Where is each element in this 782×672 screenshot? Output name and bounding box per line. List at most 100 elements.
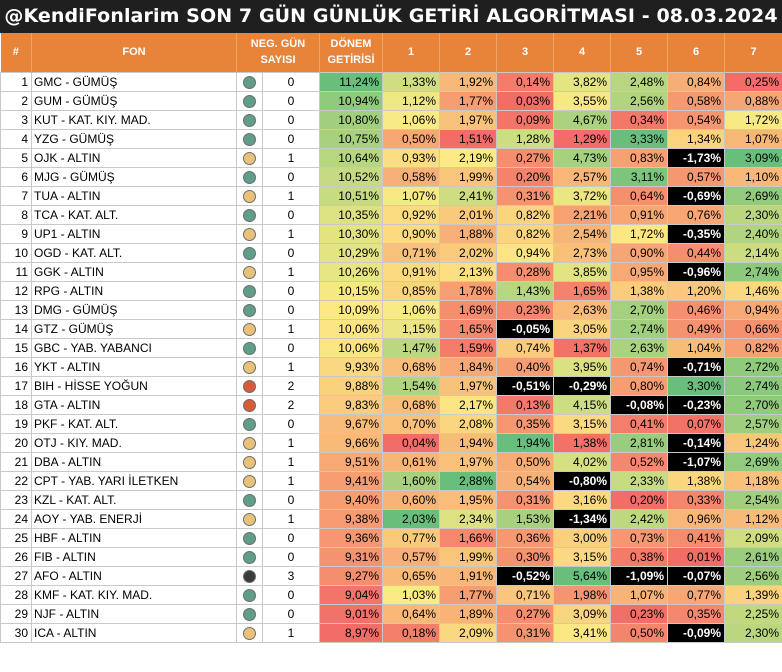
daily-return-day-6: 0,35% xyxy=(667,603,725,624)
table-row: 7 TUA - ALTIN 1 10,51% 1,07% 2,41% 0,31% 3,72% 0… xyxy=(0,185,782,206)
daily-return-day-5: 0,64% xyxy=(610,185,668,206)
daily-return-day-3: 0,30% xyxy=(496,546,554,567)
neg-day-count: 2 xyxy=(262,375,320,396)
daily-return-day-4: 2,54% xyxy=(553,223,611,244)
daily-return-day-3: 0,94% xyxy=(496,242,554,263)
daily-return-day-3: 0,71% xyxy=(496,584,554,605)
row-index: 14 xyxy=(0,318,32,339)
daily-return-day-6: 0,84% xyxy=(667,71,725,92)
row-index: 27 xyxy=(0,565,32,586)
fund-name: GBC - YAB. YABANCI xyxy=(31,337,237,358)
table-row: 19 PKF - KAT. ALT. 0 9,67% 0,70% 2,08% 0,35% 3,… xyxy=(0,413,782,434)
neg-day-indicator-cell xyxy=(236,166,263,187)
row-index: 5 xyxy=(0,147,32,168)
period-return: 10,80% xyxy=(319,109,383,130)
daily-return-day-6: -0,09% xyxy=(667,622,725,643)
returns-table: # FON NEG. GÜN SAYISI DÖNEM GETİRİSİ 1 2… xyxy=(0,33,782,643)
neg-day-count: 0 xyxy=(262,242,320,263)
col-header-index: # xyxy=(0,33,32,72)
daily-return-day-7: 2,14% xyxy=(724,242,782,263)
daily-return-day-3: 1,43% xyxy=(496,280,554,301)
period-return: 10,06% xyxy=(319,318,383,339)
daily-return-day-1: 0,71% xyxy=(382,242,440,263)
daily-return-day-4: 3,82% xyxy=(553,71,611,92)
table-row: 18 GTA - ALTIN 2 9,83% 0,68% 2,17% 0,13% 4,15% -… xyxy=(0,394,782,415)
neg-day-indicator-cell xyxy=(236,223,263,244)
neg-day-indicator-cell xyxy=(236,584,263,605)
period-return: 9,93% xyxy=(319,356,383,377)
daily-return-day-3: 0,54% xyxy=(496,470,554,491)
status-dot-icon xyxy=(243,493,256,507)
daily-return-day-2: 2,19% xyxy=(439,147,497,168)
status-dot-icon xyxy=(243,322,256,336)
neg-day-count: 0 xyxy=(262,337,320,358)
daily-return-day-7: 2,69% xyxy=(724,185,782,206)
table-row: 28 KMF - KAT. KIY. MAD. 0 9,04% 1,03% 1,77% 0,… xyxy=(0,584,782,605)
daily-return-day-4: 3,95% xyxy=(553,356,611,377)
daily-return-day-5: 0,83% xyxy=(610,147,668,168)
status-dot-icon xyxy=(243,436,256,450)
row-index: 1 xyxy=(0,71,32,92)
daily-return-day-5: 0,91% xyxy=(610,204,668,225)
daily-return-day-6: 0,33% xyxy=(667,489,725,510)
col-header-day-3: 3 xyxy=(496,33,554,72)
daily-return-day-2: 1,78% xyxy=(439,280,497,301)
neg-day-count: 1 xyxy=(262,261,320,282)
daily-return-day-4: -0,29% xyxy=(553,375,611,396)
daily-return-day-2: 1,51% xyxy=(439,128,497,149)
neg-day-count: 0 xyxy=(262,280,320,301)
status-dot-icon xyxy=(243,379,256,393)
daily-return-day-4: -1,34% xyxy=(553,508,611,529)
row-index: 22 xyxy=(0,470,32,491)
row-index: 6 xyxy=(0,166,32,187)
daily-return-day-3: 0,82% xyxy=(496,223,554,244)
fund-name: KMF - KAT. KIY. MAD. xyxy=(31,584,237,605)
row-index: 25 xyxy=(0,527,32,548)
daily-return-day-2: 1,94% xyxy=(439,432,497,453)
daily-return-day-2: 1,99% xyxy=(439,166,497,187)
daily-return-day-3: 1,28% xyxy=(496,128,554,149)
daily-return-day-2: 1,77% xyxy=(439,90,497,111)
neg-day-count: 0 xyxy=(262,584,320,605)
period-return: 10,75% xyxy=(319,128,383,149)
daily-return-day-5: 0,52% xyxy=(610,451,668,472)
daily-return-day-1: 1,33% xyxy=(382,71,440,92)
neg-day-count: 1 xyxy=(262,432,320,453)
daily-return-day-6: 1,38% xyxy=(667,470,725,491)
daily-return-day-4: 5,64% xyxy=(553,565,611,586)
daily-return-day-5: 0,90% xyxy=(610,242,668,263)
daily-return-day-3: 0,20% xyxy=(496,166,554,187)
daily-return-day-1: 1,12% xyxy=(382,90,440,111)
daily-return-day-2: 1,99% xyxy=(439,546,497,567)
daily-return-day-1: 0,70% xyxy=(382,413,440,434)
daily-return-day-3: -0,51% xyxy=(496,375,554,396)
status-dot-icon xyxy=(243,360,256,374)
daily-return-day-1: 1,06% xyxy=(382,109,440,130)
daily-return-day-7: 1,18% xyxy=(724,470,782,491)
neg-day-indicator-cell xyxy=(236,413,263,434)
period-return: 9,31% xyxy=(319,546,383,567)
col-header-day-7: 7 xyxy=(724,33,782,72)
daily-return-day-3: 0,74% xyxy=(496,337,554,358)
row-index: 9 xyxy=(0,223,32,244)
daily-return-day-6: 0,44% xyxy=(667,242,725,263)
daily-return-day-5: 2,33% xyxy=(610,470,668,491)
neg-day-indicator-cell xyxy=(236,375,263,396)
period-return: 10,29% xyxy=(319,242,383,263)
daily-return-day-1: 0,04% xyxy=(382,432,440,453)
daily-return-day-3: -0,52% xyxy=(496,565,554,586)
daily-return-day-4: 1,38% xyxy=(553,432,611,453)
period-return: 8,97% xyxy=(319,622,383,643)
table-row: 12 RPG - ALTIN 0 10,15% 0,85% 1,78% 1,43% 1,65%… xyxy=(0,280,782,301)
daily-return-day-7: 2,69% xyxy=(724,451,782,472)
daily-return-day-6: 1,20% xyxy=(667,280,725,301)
table-row: 11 GGK - ALTIN 1 10,26% 0,91% 2,13% 0,28% 3,85%… xyxy=(0,261,782,282)
daily-return-day-1: 0,93% xyxy=(382,147,440,168)
daily-return-day-4: 1,98% xyxy=(553,584,611,605)
neg-day-indicator-cell xyxy=(236,489,263,510)
daily-return-day-3: 0,36% xyxy=(496,527,554,548)
daily-return-day-1: 1,47% xyxy=(382,337,440,358)
daily-return-day-3: 0,28% xyxy=(496,261,554,282)
daily-return-day-6: 0,07% xyxy=(667,413,725,434)
fund-name: GMC - GÜMÜŞ xyxy=(31,71,237,92)
